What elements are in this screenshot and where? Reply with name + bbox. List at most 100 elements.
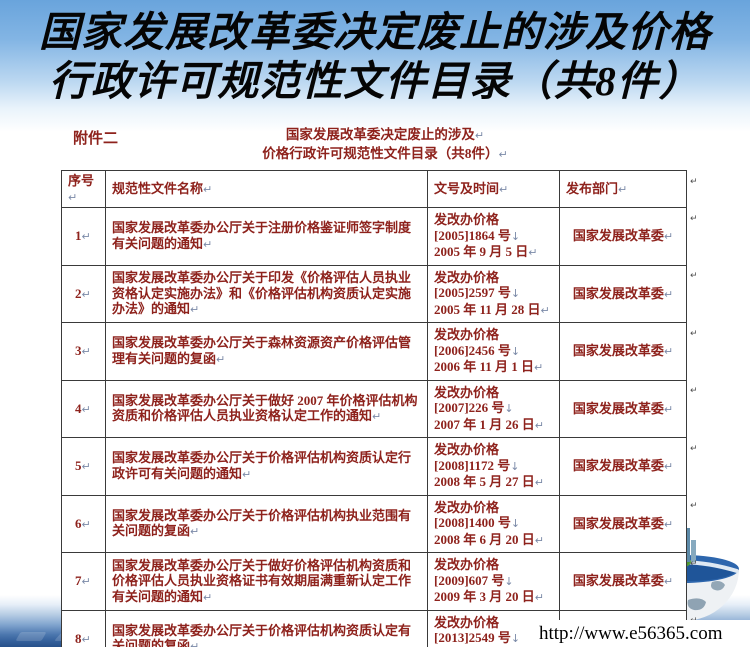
cell-serial: 5↵: [61, 437, 106, 496]
row-end-mark-icon: ↵: [690, 443, 698, 454]
slide-title-line1: 国家发展改革委决定废止的涉及价格: [39, 9, 711, 55]
cell-department: 国家发展改革委↵: [559, 552, 687, 611]
table-row: 7↵ 国家发展改革委办公厅关于做好价格评估机构资质和价格评估人员执业资格证书有效…: [61, 552, 702, 611]
paragraph-mark-icon: ↵: [498, 148, 508, 161]
slide-title-line2: 行政许可规范性文件目录（共8件）: [49, 58, 701, 104]
cell-department: 国家发展改革委↵: [559, 264, 687, 323]
table-header-row: 序号↵ 规范性文件名称↵ 文号及时间↵ 发布部门↵ ↵: [61, 170, 702, 208]
cell-serial: 7↵: [61, 552, 106, 611]
paragraph-mark-icon: ↵: [81, 230, 91, 243]
caption-line2-text: 价格行政许可规范性文件目录（共8件）: [262, 146, 499, 161]
cell-serial: 8↵: [61, 609, 106, 647]
paragraph-mark-icon: ↵: [203, 237, 213, 251]
paragraph-mark-icon: ↵: [190, 303, 200, 316]
cell-name: 国家发展改革委办公厅关于印发《价格评估人员执业资格认定实施办法》和《价格评估机构…: [105, 264, 428, 323]
caption-line1-text: 国家发展改革委决定废止的涉及: [285, 127, 475, 142]
paragraph-mark-icon: ↵: [81, 632, 91, 646]
row-end-mark-icon: ↵: [690, 558, 698, 569]
paragraph-mark-icon: ↵: [81, 575, 91, 588]
row-end-mark-icon: ↵: [690, 271, 698, 281]
linebreak-mark-icon: ↓: [510, 459, 520, 473]
paragraph-mark-icon: ↵: [663, 517, 674, 531]
paragraph-mark-icon: ↵: [534, 533, 544, 547]
cell-name: 国家发展改革委办公厅关于做好价格评估机构资质和价格评估人员执业资格证书有效期届满…: [105, 552, 428, 611]
abolished-documents-table: 序号↵ 规范性文件名称↵ 文号及时间↵ 发布部门↵ ↵ 1↵ 国家发展改革委办公…: [61, 170, 702, 647]
paragraph-mark-icon: ↵: [81, 517, 91, 531]
cell-doc-number: 发改办价格 [2006]2456 号↓ 2006 年 11 月 1 日↵: [427, 322, 560, 381]
row-end-mark-icon: ↵: [690, 386, 698, 396]
paragraph-mark-icon: ↵: [499, 182, 509, 196]
paragraph-mark-icon: ↵: [216, 352, 226, 366]
header-document-name: 规范性文件名称↵: [105, 170, 428, 208]
paragraph-mark-icon: ↵: [663, 402, 674, 416]
cell-name: 国家发展改革委办公厅关于价格评估机构资质认定行政许可有关问题的通知↵: [105, 437, 428, 496]
cell-doc-number: 发改办价格 [2007]226 号↓ 2007 年 1 月 26 日↵: [427, 379, 560, 438]
cell-serial: 2↵: [61, 264, 106, 323]
cell-name: 国家发展改革委办公厅关于价格评估机构资质认定有关问题的复函↵: [105, 609, 428, 647]
row-end-mark-icon: ↵: [690, 213, 698, 224]
cell-name: 国家发展改革委办公厅关于森林资源资产价格评估管理有关问题的复函↵: [105, 322, 428, 381]
paragraph-mark-icon: ↵: [534, 591, 544, 604]
paragraph-mark-icon: ↵: [534, 476, 544, 489]
sky-gradient-background: [0, 0, 750, 132]
row-end-mark-icon: ↵: [690, 501, 698, 511]
cell-department: 国家发展改革委↵: [559, 322, 687, 381]
linebreak-mark-icon: ↓: [504, 402, 514, 415]
cell-department: 国家发展改革委↵: [559, 437, 687, 496]
cell-doc-number: 发改办价格 [2008]1172 号↓ 2008 年 5 月 27 日↵: [427, 437, 560, 496]
table-row: 5↵ 国家发展改革委办公厅关于价格评估机构资质认定行政许可有关问题的通知↵ 发改…: [61, 437, 702, 496]
paragraph-mark-icon: ↵: [190, 525, 200, 539]
cell-name: 国家发展改革委办公厅关于价格评估机构执业范围有关问题的复函↵: [105, 494, 428, 553]
table-row: 1↵ 国家发展改革委办公厅关于注册价格鉴证师签字制度有关问题的通知↵ 发改办价格…: [61, 207, 702, 266]
footer-url: http://www.e56365.com: [523, 620, 750, 647]
footer-url-text: http://www.e56365.com: [539, 623, 723, 644]
paragraph-mark-icon: ↵: [534, 361, 544, 374]
paragraph-mark-icon: ↵: [81, 460, 91, 473]
paragraph-mark-icon: ↵: [663, 460, 674, 473]
slide-title: 国家发展改革委决定废止的涉及价格 行政许可规范性文件目录（共8件）: [0, 8, 750, 106]
cell-name: 国家发展改革委办公厅关于注册价格鉴证师签字制度有关问题的通知↵: [105, 207, 428, 266]
cell-doc-number: 发改办价格 [2009]607 号↓ 2009 年 3 月 20 日↵: [427, 552, 560, 611]
table-row: 2↵ 国家发展改革委办公厅关于印发《价格评估人员执业资格认定实施办法》和《价格评…: [61, 264, 702, 323]
document-body: 附件二 国家发展改革委决定废止的涉及↵ 价格行政许可规范性文件目录（共8件）↵ …: [61, 122, 709, 647]
header-issuing-department: 发布部门↵: [559, 170, 687, 208]
paragraph-mark-icon: ↵: [203, 590, 213, 604]
paragraph-mark-icon: ↵: [81, 345, 91, 358]
cell-doc-number: 发改办价格 [2005]1864 号↓ 2005 年 9 月 5 日↵: [427, 207, 560, 266]
paragraph-mark-icon: ↵: [534, 418, 544, 432]
paragraph-mark-icon: ↵: [203, 182, 213, 196]
table-row: 3↵ 国家发展改革委办公厅关于森林资源资产价格评估管理有关问题的复函↵ 发改办价…: [61, 322, 702, 381]
linebreak-mark-icon: ↓: [510, 344, 521, 358]
header-serial-number: 序号↵: [61, 170, 106, 208]
paragraph-mark-icon: ↵: [372, 410, 382, 424]
header-doc-number-date: 文号及时间↵: [427, 170, 560, 208]
paragraph-mark-icon: ↵: [528, 246, 538, 259]
cell-doc-number: 发改办价格 [2008]1400 号↓ 2008 年 6 月 20 日↵: [427, 494, 560, 553]
attachment-label: 附件二: [73, 131, 119, 147]
cell-department: 国家发展改革委↵: [559, 207, 687, 266]
linebreak-mark-icon: ↓: [510, 632, 521, 645]
paragraph-mark-icon: ↵: [81, 287, 91, 301]
linebreak-mark-icon: ↓: [510, 229, 521, 243]
caption-line1: 国家发展改革委决定废止的涉及↵: [61, 126, 709, 145]
paragraph-mark-icon: ↵: [540, 303, 550, 317]
paragraph-mark-icon: ↵: [663, 345, 674, 358]
cell-department: 国家发展改革委↵: [559, 379, 687, 438]
paragraph-mark-icon: ↵: [663, 230, 674, 243]
paragraph-mark-icon: ↵: [68, 190, 78, 204]
cell-doc-number: 发改办价格 [2005]2597 号↓ 2005 年 11 月 28 日↵: [427, 264, 560, 323]
paragraph-mark-icon: ↵: [618, 182, 628, 196]
cell-name: 国家发展改革委办公厅关于做好 2007 年价格评估机构资质和价格评估人员执业资格…: [105, 379, 428, 438]
paragraph-mark-icon: ↵: [190, 640, 200, 647]
row-end-mark-icon: ↵: [690, 328, 698, 339]
paragraph-mark-icon: ↵: [242, 467, 252, 481]
paragraph-mark-icon: ↵: [81, 402, 91, 416]
paragraph-mark-icon: ↵: [474, 129, 485, 142]
linebreak-mark-icon: ↓: [504, 574, 514, 588]
cell-serial: 6↵: [61, 494, 106, 553]
cell-department: 国家发展改革委↵: [559, 494, 687, 553]
cell-serial: 4↵: [61, 379, 106, 438]
paragraph-mark-icon: ↵: [663, 575, 674, 588]
linebreak-mark-icon: ↓: [510, 517, 521, 530]
